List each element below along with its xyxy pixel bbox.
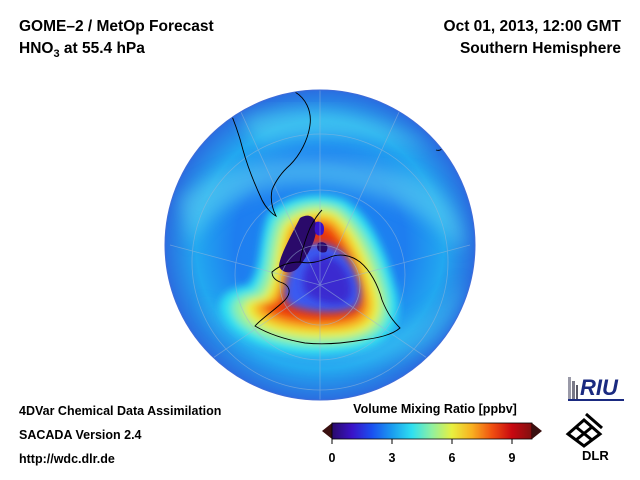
product-title: GOME–2 / MetOp Forecast (19, 18, 214, 35)
species-name: HNO (19, 40, 54, 57)
dlr-logo-text: DLR (582, 448, 609, 463)
colorbar (322, 422, 542, 444)
colorbar-title: Volume Mixing Ratio [ppbv] (353, 402, 517, 416)
region-title: Southern Hemisphere (459, 40, 621, 57)
riu-logo: RIU (568, 375, 624, 401)
footer-url[interactable]: http://wdc.dlr.de (19, 452, 115, 466)
forecast-date: Oct 01, 2013, 12:00 GMT (443, 18, 621, 35)
footer-line1: 4DVar Chemical Data Assimilation (19, 404, 222, 418)
colorbar-tick-label: 9 (508, 451, 516, 465)
date-block: Oct 01, 2013, 12:00 GMT Southern Hemisph… (444, 16, 621, 60)
level-text: at 55.4 hPa (59, 40, 145, 57)
title-block: GOME–2 / MetOp Forecast HNO3 at 55.4 hPa (19, 16, 214, 65)
colorbar-tick-label: 6 (448, 451, 456, 465)
colorbar-arrow-high (532, 423, 542, 439)
species-level-title: HNO3 at 55.4 hPa (19, 38, 214, 65)
species-subscript: 3 (53, 48, 60, 61)
globe-field (165, 90, 475, 400)
colorbar-arrow-low (322, 423, 332, 439)
dlr-logo-icon (565, 412, 603, 448)
colorbar-tick-label: 3 (388, 451, 396, 465)
riu-logo-text: RIU (580, 375, 619, 400)
footer-line2: SACADA Version 2.4 (19, 428, 142, 442)
colorbar-ramp (331, 422, 533, 440)
colorbar-tick-label: 0 (328, 451, 336, 465)
